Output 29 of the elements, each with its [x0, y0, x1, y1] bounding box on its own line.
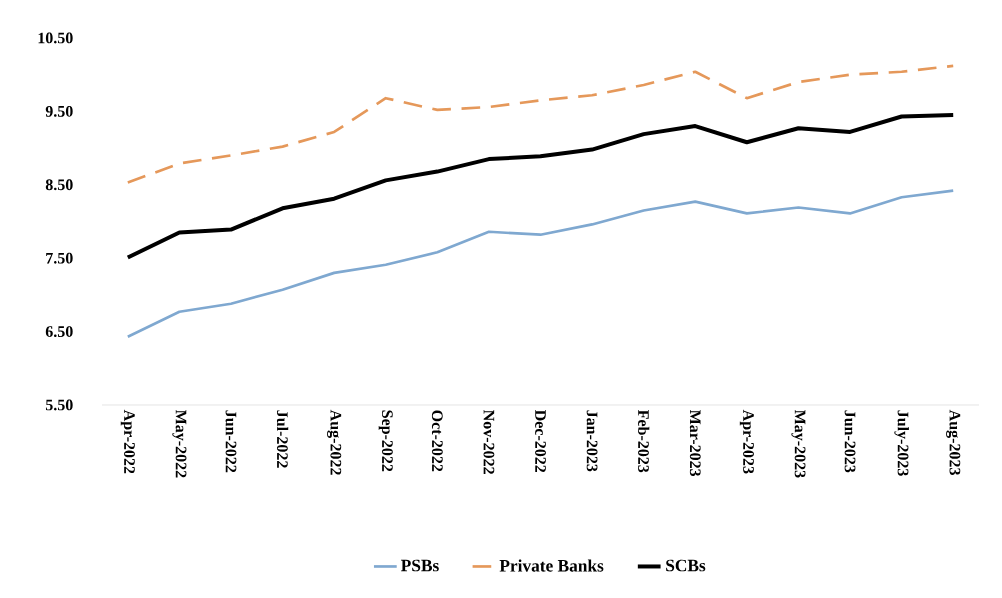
- x-tick-label: Aug-2022: [327, 409, 342, 475]
- x-tick-label: Nov-2022: [483, 410, 495, 474]
- x-tick-label: Feb-2023: [638, 409, 650, 473]
- legend-label: SCBs: [666, 559, 706, 572]
- x-tick-label: Aug-2023: [946, 409, 961, 475]
- x-tick-label: Apr-2022: [120, 409, 135, 474]
- y-tick-label: 7.50: [46, 252, 73, 264]
- legend-label: PSBs: [401, 559, 439, 572]
- y-tick-label: 6.50: [45, 326, 73, 338]
- x-tick-label: Jul-2022: [276, 410, 289, 468]
- x-tick-label: May-2022: [172, 409, 187, 478]
- x-tick-label: Apr-2023: [739, 409, 754, 474]
- y-tick-label: 8.50: [45, 179, 73, 191]
- x-tick-label: Dec-2022: [535, 409, 546, 473]
- x-tick-label: Mar-2023: [689, 409, 701, 477]
- line-series: [126, 189, 955, 339]
- x-tick-label: May-2023: [791, 409, 806, 478]
- x-tick-label: Jun-2022: [225, 410, 237, 473]
- line-series: [125, 113, 956, 260]
- x-tick-label: July-2023: [894, 410, 909, 476]
- x-tick-label: Jan-2023: [586, 410, 598, 472]
- y-tick-label: 9.50: [45, 105, 73, 117]
- x-tick-label: Sep-2022: [378, 410, 393, 472]
- line-series: [126, 64, 955, 184]
- x-tick-label: Jun-2023: [844, 410, 856, 473]
- legend-label: Private Banks: [499, 559, 604, 572]
- y-tick-label: 5.50: [45, 399, 73, 411]
- x-tick-label: Oct-2022: [431, 410, 443, 472]
- y-tick-label: 10.50: [38, 32, 73, 44]
